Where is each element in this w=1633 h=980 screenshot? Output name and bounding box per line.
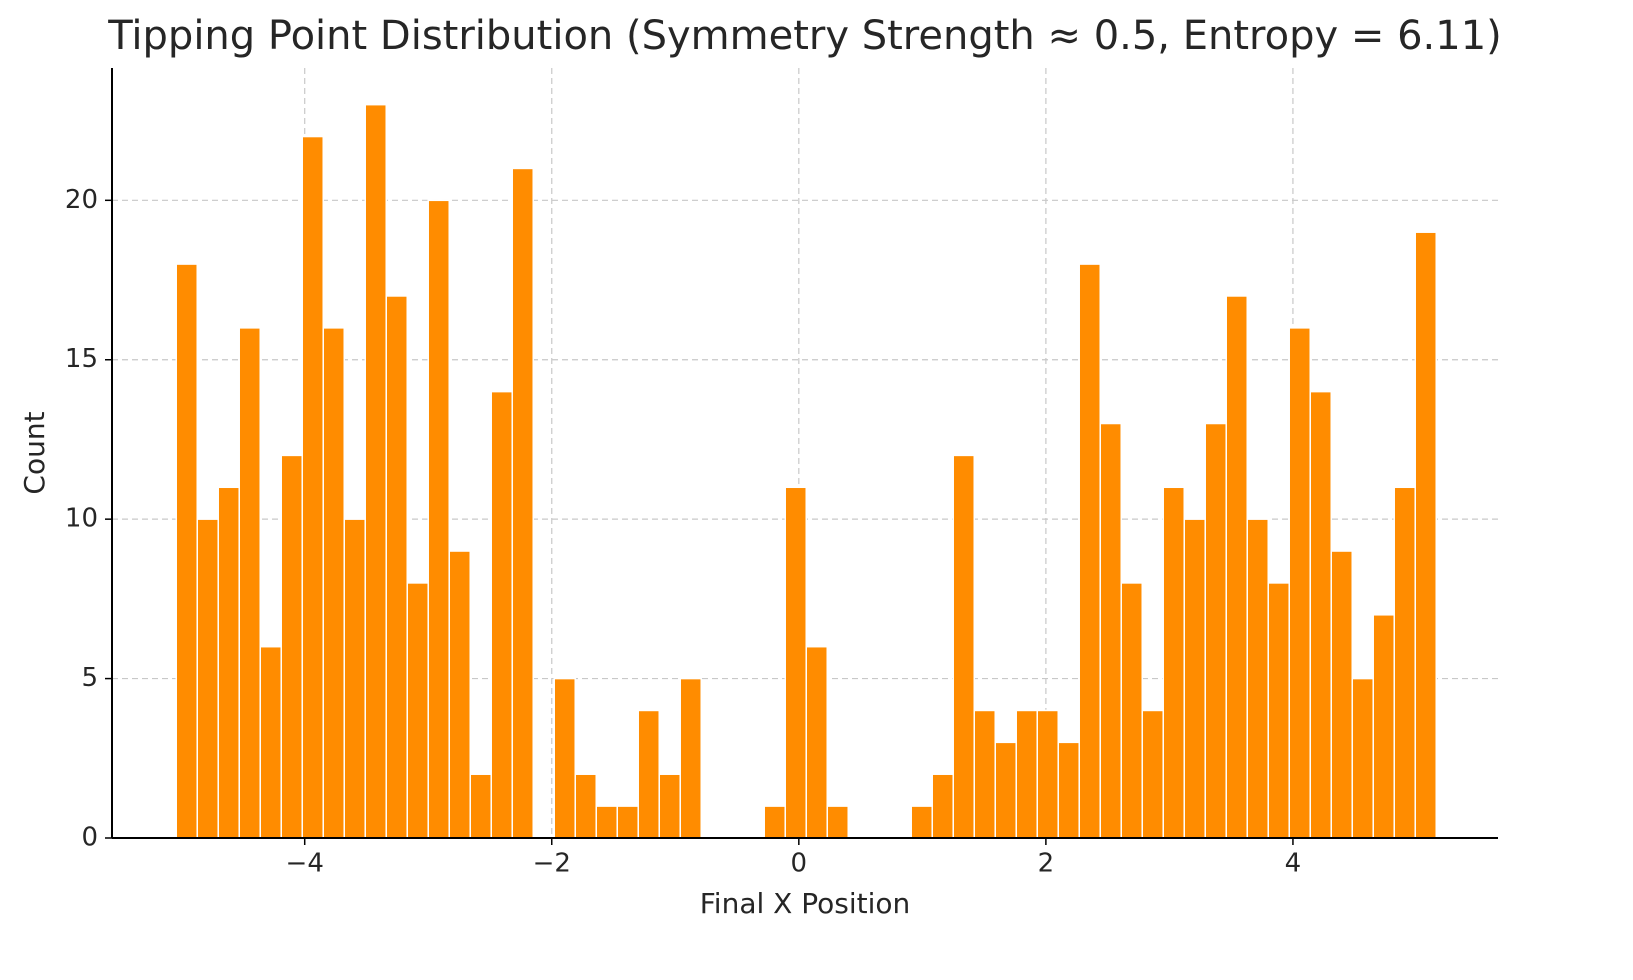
y-tick-label: 20 — [65, 185, 98, 215]
bar — [658, 773, 681, 839]
x-tick-label: 4 — [1285, 849, 1302, 879]
bar — [805, 645, 828, 839]
bar — [322, 327, 345, 839]
bar — [1162, 486, 1185, 839]
bar — [763, 805, 786, 839]
bar — [553, 677, 576, 839]
x-tick-label: −4 — [286, 849, 324, 879]
x-tick-label: 2 — [1038, 849, 1055, 879]
bar — [511, 167, 534, 839]
bar — [1267, 582, 1290, 839]
x-tick-label: 0 — [791, 849, 808, 879]
bar — [448, 550, 471, 839]
bar — [1225, 295, 1248, 839]
bar — [490, 390, 513, 839]
bar — [301, 135, 324, 839]
bar — [784, 486, 807, 839]
bar — [238, 327, 261, 839]
bar — [994, 741, 1017, 839]
bar — [259, 645, 282, 839]
bar — [1309, 390, 1332, 839]
chart-title: Tipping Point Distribution (Symmetry Str… — [107, 13, 1502, 59]
bar — [217, 486, 240, 839]
bar — [385, 295, 408, 839]
bar — [1183, 518, 1206, 839]
bar — [427, 199, 450, 839]
bar — [469, 773, 492, 839]
y-tick-label: 15 — [65, 344, 98, 374]
bar — [1141, 709, 1164, 839]
y-tick-label: 10 — [65, 504, 98, 534]
bar — [637, 709, 660, 839]
bar — [679, 677, 702, 839]
bar — [1414, 231, 1437, 839]
y-tick-label: 0 — [81, 823, 98, 853]
bar — [1330, 550, 1353, 839]
bar — [1099, 422, 1122, 839]
bar — [826, 805, 849, 839]
bar — [1372, 614, 1395, 839]
bar — [1393, 486, 1416, 839]
bar — [952, 454, 975, 839]
bar — [595, 805, 618, 839]
bar — [931, 773, 954, 839]
bar — [1204, 422, 1227, 839]
bar — [175, 263, 198, 839]
bar — [1351, 677, 1374, 839]
x-tick-label: −2 — [533, 849, 571, 879]
bar — [574, 773, 597, 839]
x-axis-label: Final X Position — [700, 887, 911, 920]
bar — [343, 518, 366, 839]
bar — [1078, 263, 1101, 839]
y-tick-label: 5 — [81, 663, 98, 693]
bar — [1120, 582, 1143, 839]
bar — [1288, 327, 1311, 839]
bar — [364, 103, 387, 839]
bar — [1246, 518, 1269, 839]
bar — [910, 805, 933, 839]
bar — [1015, 709, 1038, 839]
bar — [1036, 709, 1059, 839]
bar — [280, 454, 303, 839]
bar — [196, 518, 219, 839]
bar — [973, 709, 996, 839]
bar — [1057, 741, 1080, 839]
y-axis-label: Count — [18, 411, 51, 494]
bar — [616, 805, 639, 839]
bar — [406, 582, 429, 839]
